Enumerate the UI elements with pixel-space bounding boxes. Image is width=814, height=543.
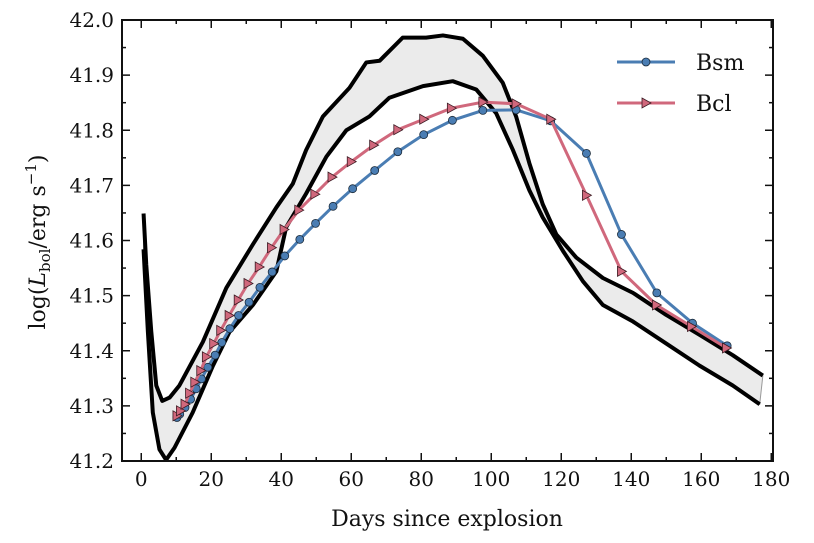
x-tick-label: 160 (682, 467, 720, 491)
data-point-bcl (201, 351, 213, 363)
data-point-bcl (310, 188, 321, 200)
envelope-band (141, 33, 764, 462)
data-point-bsm (255, 282, 265, 292)
data-point-bcl (419, 113, 430, 125)
data-point-bsm (203, 362, 213, 372)
data-point-bsm (267, 267, 277, 277)
y-tick-label: 41.6 (69, 229, 114, 253)
data-point-bcl (209, 337, 220, 350)
legend: Bsm Bcl (617, 51, 744, 117)
data-point-bcl (652, 299, 663, 311)
data-point-bcl (478, 96, 489, 108)
data-point-bsm (244, 297, 254, 307)
x-tick-label: 180 (752, 467, 790, 491)
data-point-bsm (210, 350, 220, 360)
data-point-bcl (369, 139, 380, 151)
data-point-bcl (190, 376, 201, 388)
data-point-bcl (243, 277, 254, 290)
data-point-bcl (254, 261, 266, 273)
data-point-bcl (327, 171, 338, 183)
y-tick-label: 41.4 (69, 339, 114, 363)
series-layer (172, 96, 733, 422)
y-tick-label: 41.2 (69, 449, 114, 473)
y-tick-label: 41.7 (69, 173, 114, 197)
x-tick-label: 40 (269, 467, 294, 491)
legend-item-bsm: Bsm (617, 51, 744, 76)
data-point-bsm (419, 130, 429, 140)
data-point-bcl (185, 387, 196, 399)
data-point-bcl (687, 320, 698, 333)
legend-marker-bcl (641, 97, 652, 109)
data-point-bcl (196, 364, 207, 377)
legend-label: Bsm (696, 51, 744, 76)
legend-label: Bcl (696, 92, 732, 117)
data-point-bsm (393, 147, 403, 157)
x-tick-label: 60 (339, 467, 364, 491)
y-tick-label: 41.5 (69, 284, 114, 308)
data-point-bcl (224, 309, 235, 322)
y-tick-label: 41.9 (69, 63, 114, 87)
axis-ticks (122, 19, 773, 462)
data-point-bcl (294, 204, 305, 216)
data-point-bcl (180, 398, 191, 410)
data-point-bcl (233, 294, 245, 306)
data-point-bsm (478, 106, 488, 115)
y-tick-label: 42.0 (69, 8, 114, 32)
envelope-upper-line (141, 33, 764, 403)
envelope-lower-line (141, 79, 761, 462)
x-tick-label: 0 (135, 467, 148, 491)
data-point-bcl (546, 113, 557, 125)
data-point-bcl (267, 241, 278, 254)
data-point-bsm (234, 311, 243, 320)
data-point-bsm (311, 219, 320, 228)
envelope-fill (143, 34, 764, 461)
legend-item-bcl: Bcl (617, 92, 732, 117)
data-point-bcl (446, 102, 458, 114)
data-point-bcl (617, 265, 628, 278)
data-point-bsm (348, 184, 358, 194)
data-point-bsm (280, 251, 290, 261)
data-point-bsm (652, 288, 662, 298)
data-point-bcl (393, 124, 404, 136)
data-point-bcl (582, 189, 593, 201)
data-point-bsm (447, 115, 457, 125)
plot-frame (121, 19, 774, 462)
data-point-bsm (217, 338, 227, 347)
x-tick-label: 20 (199, 467, 224, 491)
x-axis-label: Days since explosion (331, 507, 563, 532)
data-point-bcl (722, 342, 733, 354)
y-tick-label: 41.3 (69, 394, 114, 418)
data-point-bsm (225, 324, 235, 334)
data-point-bsm (582, 149, 591, 158)
data-point-bcl (279, 223, 290, 236)
y-tick-labels: 41.2 41.3 41.4 41.5 41.6 41.7 41.8 41.9 42.0 (69, 8, 114, 473)
x-tick-label: 120 (542, 467, 580, 491)
series-bcl (172, 96, 733, 422)
x-tick-label: 100 (472, 467, 510, 491)
data-point-bsm (617, 230, 626, 239)
data-point-bcl (216, 324, 227, 337)
data-point-bcl (511, 98, 522, 110)
x-tick-labels: 0 20 40 60 80 100 120 140 160 180 (135, 467, 790, 491)
x-tick-label: 140 (612, 467, 650, 491)
data-point-bsm (295, 234, 305, 244)
legend-marker-bsm (641, 57, 651, 67)
data-point-bcl (346, 155, 358, 168)
y-axis-label: log(Lbol/erg s−1) (22, 154, 54, 329)
y-tick-label: 41.8 (69, 118, 114, 142)
data-point-bsm (328, 201, 338, 211)
x-tick-label: 80 (409, 467, 434, 491)
data-point-bsm (370, 166, 380, 175)
